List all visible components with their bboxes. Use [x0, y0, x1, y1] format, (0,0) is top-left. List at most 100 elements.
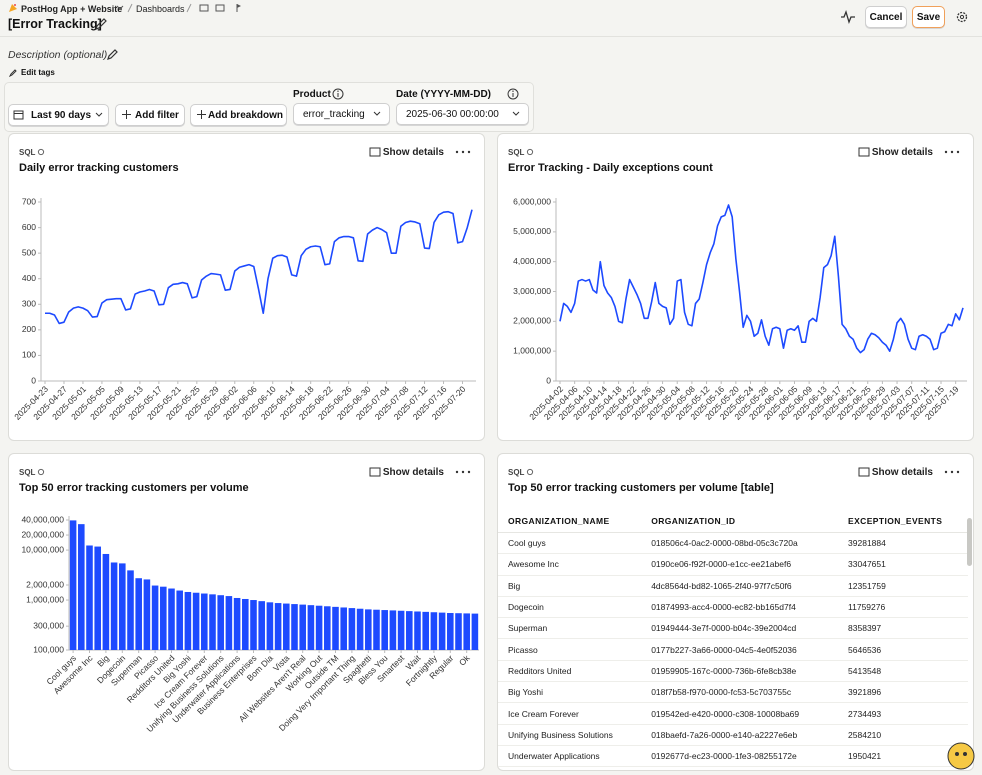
breadcrumb[interactable]: Dashboards	[136, 4, 185, 14]
data-table: ORGANIZATION_NAME ORGANIZATION_ID EXCEPTIO…	[498, 510, 968, 768]
table-cell: 01959905-167c-0000-736b-6fe8cb38e	[641, 660, 839, 683]
dashboard-title[interactable]: [Error Tracking]	[8, 17, 102, 31]
scrollbar[interactable]	[967, 518, 972, 566]
table-row: Big Yoshi 018f7b58-f970-0000-fc53-5c70375…	[498, 681, 968, 704]
bar	[69, 520, 77, 650]
more-dot	[944, 470, 948, 474]
y-tick-label: 1,000,000	[513, 345, 551, 355]
bar	[430, 612, 438, 650]
tag-icon	[9, 69, 17, 77]
bar	[184, 591, 192, 650]
add-breakdown[interactable]: Add breakdown	[190, 104, 287, 126]
bar	[397, 610, 405, 650]
more-dot	[455, 470, 459, 474]
bar	[348, 608, 356, 650]
bar	[168, 588, 175, 650]
table-row: Underwater Applications 0192677d-ec23-000…	[498, 745, 968, 768]
table-cell: 1950421	[838, 745, 968, 768]
bar	[389, 610, 397, 650]
show-details[interactable]: Show details	[871, 467, 933, 478]
table-cell: 33047651	[838, 553, 968, 576]
bar	[151, 585, 159, 650]
column-header: EXCEPTION_EVENTS	[838, 510, 968, 533]
table-row: Dogecoin 01874993-acc4-0000-ec82-bb165d7f…	[498, 596, 968, 619]
date-range[interactable]: Last 90 days	[8, 104, 109, 126]
variable-value[interactable]: error_tracking	[293, 103, 390, 125]
table-cell: 3921896	[838, 681, 968, 704]
breadcrumb-icons	[199, 4, 241, 12]
card-title: Top 50 error tracking customers per volu…	[508, 482, 774, 494]
y-tick-label: 4,000,000	[513, 256, 551, 266]
bar	[373, 609, 380, 650]
more-dot	[461, 470, 465, 474]
table-cell: Cool guys	[498, 532, 642, 555]
y-tick-label: 100,000	[33, 644, 64, 654]
save-button[interactable]: Save	[912, 6, 945, 28]
table-cell: 0190ce06-f92f-0000-e1cc-ee21abef6	[641, 553, 839, 576]
add-filter[interactable]: Add filter	[115, 104, 185, 126]
show-details[interactable]: Show details	[382, 467, 444, 478]
details-icon	[858, 467, 870, 477]
table-row: Big 4dc8564d-bd82-1065-2f40-97f7c50f6 1235…	[498, 575, 968, 597]
card-badge: SQL	[508, 468, 525, 477]
card-badge: SQL	[508, 148, 525, 157]
card-icons	[526, 467, 960, 477]
card-icons	[526, 147, 960, 157]
table-cell: 0192677d-ec23-0000-1fe3-08255172e	[641, 745, 839, 768]
table-cell: 01949444-3e7f-0000-b04c-39e2004cd	[641, 617, 839, 640]
settings-icon[interactable]	[955, 10, 969, 24]
description[interactable]: Description (optional)	[8, 49, 108, 61]
chevron	[95, 112, 103, 117]
chevron	[373, 111, 381, 116]
table-cell: 8358397	[838, 617, 968, 640]
bar	[406, 611, 413, 650]
table-row: Awesome Inc 0190ce06-f92f-0000-e1cc-ee21a…	[498, 553, 968, 576]
more-dot	[944, 150, 948, 154]
bar	[217, 595, 224, 650]
table-row: Picasso 0177b227-3a66-0000-04c5-4e0f52036…	[498, 638, 968, 661]
y-tick-label: 5,000,000	[513, 226, 551, 236]
y-tick-label: 1,000,000	[26, 594, 64, 604]
card-title: Daily error tracking customers	[19, 162, 179, 174]
calendar-icon	[13, 110, 24, 120]
edit-tags[interactable]: Edit tags	[21, 68, 55, 77]
table-cell: 2584210	[838, 724, 968, 746]
show-details[interactable]: Show details	[871, 147, 933, 158]
y-tick-label: 0	[31, 375, 36, 385]
bar	[283, 603, 290, 650]
y-tick-label: 6,000,000	[513, 196, 551, 206]
x-tick-label: Ok	[457, 652, 472, 667]
bar	[225, 596, 233, 650]
info-icon	[37, 148, 45, 156]
table-row: Ice Cream Forever 019542ed-e420-0000-c308…	[498, 702, 968, 725]
breadcrumb[interactable]: PostHog App + Website	[21, 4, 123, 14]
cancel-button[interactable]: Cancel	[865, 6, 907, 28]
more-dot	[467, 470, 471, 474]
bar	[119, 563, 126, 650]
table-cell: 2734493	[838, 702, 968, 725]
divider	[0, 36, 982, 37]
edit-icon[interactable]	[106, 48, 119, 61]
bar	[471, 613, 479, 650]
table-cell: 0177b227-3a66-0000-04c5-4e0f52036	[641, 638, 839, 661]
edit-icon[interactable]	[94, 17, 108, 31]
card-title: Error Tracking - Daily exceptions count	[508, 162, 713, 174]
variable-value[interactable]: 2025-06-30 00:00:00	[396, 103, 529, 125]
table-cell: Underwater Applications	[498, 745, 642, 768]
avatar[interactable]	[947, 742, 975, 770]
bar	[299, 604, 306, 650]
line-series	[45, 209, 473, 325]
y-tick-label: 300,000	[33, 620, 64, 630]
bar	[127, 570, 134, 650]
card-title: Top 50 error tracking customers per volu…	[19, 482, 249, 494]
chart: 100,000 300,000 1,000,000 2,000,000 10,000,0…	[21, 514, 479, 734]
table-card: SQL Show details Top 50 error tracking c…	[497, 453, 974, 771]
show-details[interactable]: Show details	[382, 147, 444, 158]
more-dot	[956, 470, 960, 474]
variable-label: Date (YYYY-MM-DD)	[396, 89, 492, 100]
activity-icon[interactable]	[840, 10, 856, 24]
y-tick-label: 400	[22, 273, 36, 283]
chart-card: SQL Show details Top 50 error tracking c…	[8, 453, 485, 771]
bar	[332, 606, 339, 650]
